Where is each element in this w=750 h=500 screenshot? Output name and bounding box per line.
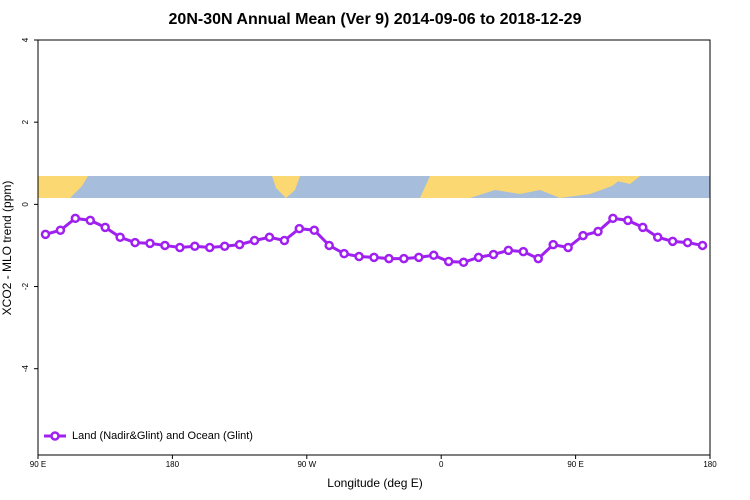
point — [294, 223, 305, 234]
legend-label: Land (Nadir&Glint) and Ocean (Glint) — [72, 430, 253, 442]
chart-title: 20N-30N Annual Mean (Ver 9) 2014-09-06 t… — [169, 11, 582, 28]
point — [324, 240, 334, 251]
point — [667, 236, 678, 247]
point — [697, 240, 708, 251]
point — [339, 248, 349, 259]
point — [264, 232, 275, 242]
y-axis-label: XCO2 - MLO trend (ppm) — [0, 181, 14, 316]
point — [55, 225, 66, 235]
y-tick-label: -2 — [21, 282, 30, 290]
point — [563, 242, 573, 253]
legend-marker — [50, 431, 60, 441]
point — [100, 222, 110, 233]
point — [652, 232, 663, 242]
point — [473, 252, 484, 263]
point — [354, 251, 364, 262]
point — [40, 229, 51, 240]
point — [175, 242, 185, 253]
x-tick-label: 180 — [166, 460, 180, 469]
point — [503, 245, 514, 256]
x-tick-label: 90 E — [30, 460, 46, 469]
x-axis-label: Longitude (deg E) — [327, 476, 422, 490]
point — [458, 257, 469, 268]
x-tick-label: 90 E — [567, 460, 583, 469]
point — [488, 249, 499, 260]
x-tick-label: 90 W — [297, 460, 316, 469]
point — [593, 226, 603, 237]
point — [548, 239, 558, 250]
point — [145, 238, 155, 249]
x-tick-label: 180 — [703, 460, 717, 469]
point — [130, 237, 140, 248]
y-tick-label: 2 — [21, 119, 30, 124]
y-tick-label: 4 — [21, 37, 30, 42]
point — [608, 213, 618, 224]
point — [533, 253, 544, 264]
point — [578, 230, 588, 241]
y-tick-label: 0 — [21, 202, 30, 207]
plot-frame — [37, 39, 711, 456]
point — [219, 241, 230, 252]
point — [443, 256, 454, 267]
point — [190, 241, 200, 252]
point — [428, 250, 439, 261]
point — [279, 235, 290, 246]
point — [414, 252, 424, 263]
x-tick-label: 0 — [439, 460, 444, 469]
point — [160, 240, 170, 251]
point — [249, 235, 260, 246]
point — [70, 213, 81, 224]
point — [309, 225, 320, 235]
point — [369, 252, 379, 263]
point — [518, 246, 529, 257]
y-tick-label: -4 — [21, 365, 30, 373]
point — [399, 253, 409, 264]
point — [204, 242, 215, 253]
point — [234, 239, 245, 250]
point — [638, 222, 648, 233]
point — [682, 237, 693, 248]
point — [384, 253, 394, 264]
point — [623, 215, 633, 226]
map-strip — [38, 176, 710, 198]
point — [115, 232, 125, 242]
point — [85, 215, 96, 226]
